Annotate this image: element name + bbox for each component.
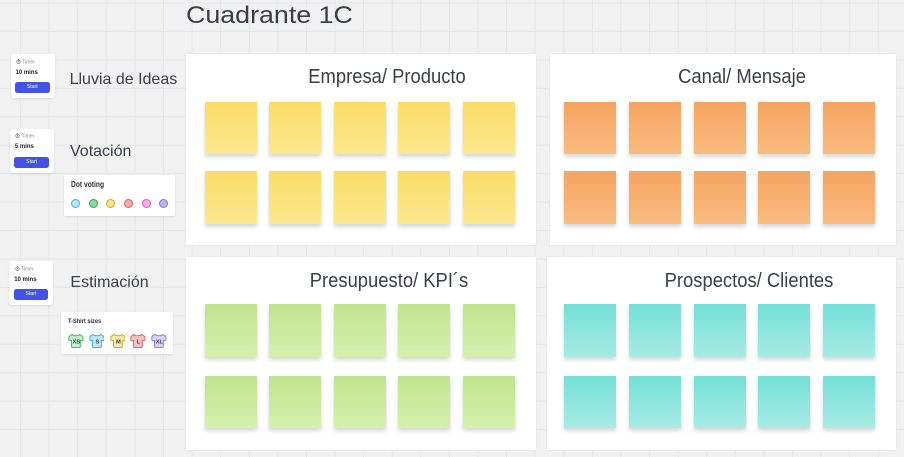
svg-text:L: L bbox=[137, 340, 141, 346]
svg-text:XS: XS bbox=[72, 340, 80, 346]
svg-text:XL: XL bbox=[156, 340, 164, 346]
svg-text:S: S bbox=[95, 340, 99, 346]
svg-text:M: M bbox=[116, 340, 121, 346]
